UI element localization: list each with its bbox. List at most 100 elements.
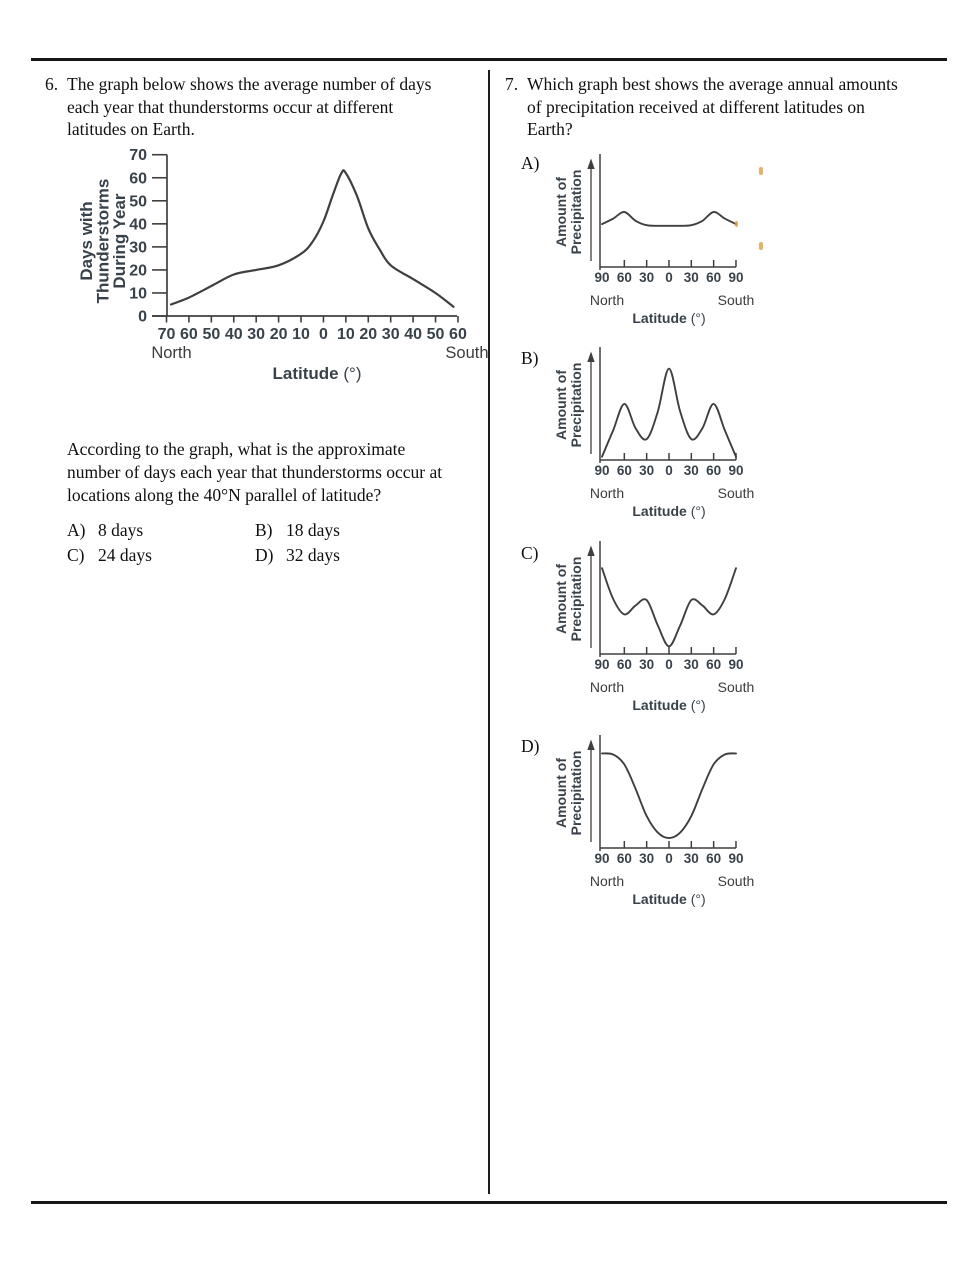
x-tick-label: 90 (594, 851, 609, 866)
option-b: B) 18 days (255, 519, 467, 541)
x-tick-label: 20 (270, 326, 288, 343)
precipitation-graph-d: 90 60 30 0 30 60 90 North South Latitude (°) Amoun… (553, 735, 755, 907)
precipitation-graph-c: 90 60 30 0 30 60 90 North South Latitude (°) Amoun… (553, 541, 755, 713)
option-b-label: B) (255, 520, 273, 540)
option-c: C) 24 days (67, 544, 255, 566)
option-c-label: C) (67, 545, 85, 565)
text-line: According to the graph, what is the appr… (67, 439, 406, 459)
option-a: A) 8 days (67, 519, 255, 541)
increase-arrow-head (587, 739, 595, 750)
x-tick-label: 10 (337, 326, 355, 343)
x-axis-title: Latitude (°) (632, 891, 705, 907)
x-tick-label: 30 (684, 463, 699, 478)
data-curve (169, 169, 455, 308)
x-tick-label: 30 (639, 270, 654, 285)
x-tick-label: 90 (594, 270, 609, 285)
y-axis-title: Amount of (553, 177, 569, 247)
y-axis-title: Precipitation (568, 363, 584, 448)
y-axis-title: Days with (77, 201, 96, 280)
precipitation-graph-b: 90 60 30 0 30 60 90 North South Latitude (°) Amoun… (553, 347, 754, 519)
x-axis-title: Latitude (°) (632, 503, 705, 519)
graph-option-c-label: C) (521, 543, 539, 563)
x-tick-label: 60 (706, 270, 721, 285)
text-line: Which graph best shows the average annua… (527, 74, 898, 94)
x-tick-label: 90 (728, 463, 743, 478)
x-tick-label: 40 (225, 326, 243, 343)
question-6-options: A) 8 days B) 18 days C) 24 days D) 32 da… (67, 519, 467, 566)
scan-artifact (735, 221, 738, 227)
graph-option-b-label: B) (521, 348, 539, 368)
text-line: of precipitation received at different l… (527, 96, 865, 117)
option-d-label: D) (255, 545, 274, 565)
x-tick-label: 40 (404, 326, 422, 343)
question-6-question: According to the graph, what is the appr… (67, 438, 442, 507)
north-label: North (590, 292, 624, 308)
x-tick-label: 30 (639, 851, 654, 866)
text-line: each year that thunderstorms occur at di… (67, 96, 394, 117)
x-axis-title: Latitude (°) (632, 697, 705, 713)
x-tick-label: 30 (684, 657, 699, 672)
x-tick-label: 60 (617, 270, 632, 285)
question-6-prompt: The graph below shows the average number… (67, 73, 431, 141)
y-tick-label: 50 (129, 193, 147, 210)
south-label: South (718, 679, 755, 695)
text-line: locations along the 40°N parallel of lat… (67, 485, 382, 505)
y-tick-label: 70 (129, 147, 147, 164)
south-label: South (718, 873, 755, 889)
question-7-header: 7. Which graph best shows the average an… (505, 73, 898, 141)
data-curve (601, 567, 737, 648)
north-label: North (151, 344, 191, 362)
x-tick-label: 0 (665, 463, 673, 478)
increase-arrow-head (587, 158, 595, 169)
option-c-text: 24 days (98, 545, 152, 565)
x-tick-label: 60 (617, 657, 632, 672)
x-tick-label: 90 (594, 657, 609, 672)
x-tick-label: 30 (247, 326, 265, 343)
x-tick-label: 0 (665, 270, 673, 285)
bottom-rule (31, 1201, 947, 1204)
x-tick-label: 20 (359, 326, 377, 343)
x-tick-label: 50 (427, 326, 445, 343)
x-tick-label: 0 (319, 326, 328, 343)
y-tick-label: 40 (129, 216, 147, 233)
question-7-number: 7. (505, 74, 519, 94)
precipitation-graph-a: 90 60 30 0 30 60 90 North South Latitude (°) Amoun… (553, 154, 754, 326)
x-tick-label: 0 (665, 657, 673, 672)
y-axis-title: During Year (110, 193, 129, 288)
question-7-prompt: Which graph best shows the average annua… (527, 73, 898, 141)
x-tick-label: 90 (728, 657, 743, 672)
y-axis-title: Precipitation (568, 557, 584, 642)
north-label: North (590, 679, 624, 695)
x-tick-label: 10 (292, 326, 310, 343)
x-tick-label: 60 (706, 463, 721, 478)
x-tick-label: 0 (665, 851, 673, 866)
y-axis-title: Amount of (553, 758, 569, 828)
x-axis-title: Latitude (°) (273, 364, 362, 383)
x-tick-label: 30 (639, 463, 654, 478)
option-b-text: 18 days (286, 520, 340, 540)
graph-option-a-label: A) (521, 153, 540, 173)
x-tick-label: 50 (202, 326, 220, 343)
x-tick-label: 30 (382, 326, 400, 343)
x-tick-label: 90 (728, 851, 743, 866)
option-d-text: 32 days (286, 545, 340, 565)
option-a-label: A) (67, 520, 86, 540)
data-curve (601, 211, 737, 227)
text-line: Earth? (527, 119, 573, 139)
option-d: D) 32 days (255, 544, 467, 566)
question-6-number: 6. (45, 74, 59, 94)
increase-arrow-head (587, 351, 595, 362)
x-tick-label: 60 (617, 851, 632, 866)
y-tick-label: 10 (129, 285, 147, 302)
question-6-header: 6. The graph below shows the average num… (45, 73, 431, 141)
y-axis-title: Precipitation (568, 170, 584, 255)
x-tick-label: 30 (684, 851, 699, 866)
x-tick-label: 30 (684, 270, 699, 285)
text-line: latitudes on Earth. (67, 119, 195, 139)
graph-option-d-label: D) (521, 736, 540, 756)
x-tick-label: 90 (594, 463, 609, 478)
top-rule (31, 58, 947, 61)
y-tick-label: 0 (138, 309, 147, 326)
y-axis-title: Amount of (553, 370, 569, 440)
